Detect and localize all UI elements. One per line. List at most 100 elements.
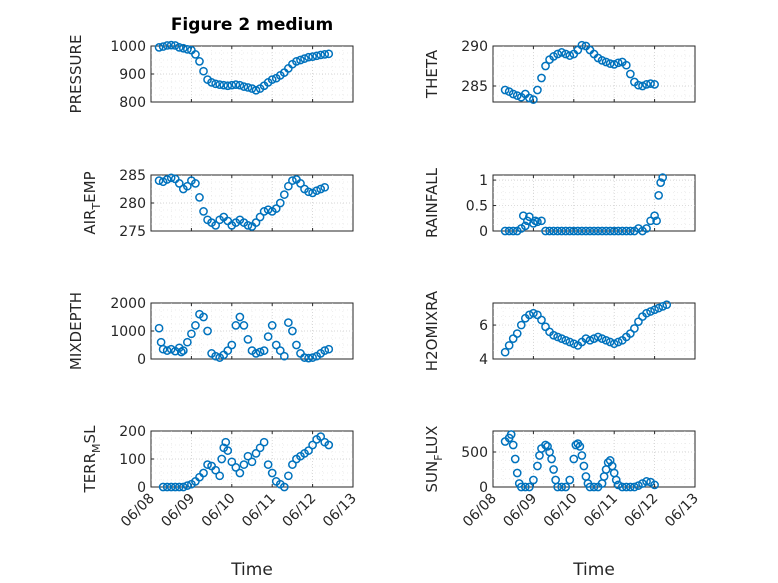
data-point: [308, 440, 317, 450]
data-point: [304, 353, 313, 363]
data-point: [611, 475, 621, 485]
data-point: [203, 326, 212, 336]
data-point: [605, 59, 615, 68]
y-tick-label: 1000: [110, 324, 146, 340]
data-point: [561, 335, 571, 345]
y-axis-label: RAINFALL: [423, 167, 441, 238]
data-point: [634, 80, 643, 90]
x-tick-label: 06/13: [662, 491, 702, 531]
data-point: [219, 80, 229, 90]
data-point: [267, 468, 277, 478]
data-point: [195, 193, 204, 202]
data-point: [533, 217, 542, 227]
data-point: [231, 321, 241, 330]
data-point: [279, 190, 289, 199]
data-point: [613, 226, 623, 236]
x-tick-label: 06/10: [199, 491, 239, 531]
data-point: [601, 57, 611, 67]
data-point: [654, 191, 663, 200]
data-point: [279, 482, 289, 492]
data-point: [605, 226, 615, 236]
data-point: [585, 335, 595, 345]
x-axis-label-left: Time: [230, 560, 273, 580]
data-point: [275, 346, 285, 355]
data-point: [601, 226, 611, 236]
data-point: [589, 226, 599, 236]
data-point: [500, 226, 510, 236]
data-point: [183, 45, 192, 54]
data-point: [211, 79, 220, 89]
data-point: [288, 176, 297, 185]
data-point: [191, 50, 200, 59]
data-point: [316, 50, 326, 60]
data-point: [577, 226, 587, 236]
data-point: [658, 173, 668, 182]
data-point: [549, 465, 558, 474]
data-point: [516, 320, 526, 330]
data-point: [605, 337, 615, 347]
data-point: [525, 482, 534, 492]
data-point: [199, 468, 208, 478]
data-point: [288, 326, 297, 336]
data-point: [158, 42, 168, 51]
y-tick-label: 275: [119, 224, 146, 240]
data-point: [217, 454, 227, 464]
data-point: [199, 66, 208, 76]
data-point: [178, 346, 188, 355]
data-point: [296, 179, 305, 188]
data-point: [581, 226, 591, 236]
data-point: [577, 40, 587, 50]
data-point: [638, 81, 647, 91]
data-point: [191, 179, 200, 188]
data-point: [183, 481, 192, 490]
data-point: [541, 440, 550, 450]
data-point: [243, 83, 253, 92]
data-point: [223, 346, 233, 355]
subplot-h2omixra: 4 6 H2OMIXRA: [423, 290, 696, 371]
data-point: [573, 226, 583, 236]
data-point: [215, 80, 225, 89]
data-point: [263, 332, 273, 341]
chart-title: Figure 2 medium: [171, 15, 333, 35]
data-point: [251, 349, 261, 358]
y-axis-label: SUNFLUX: [423, 426, 445, 493]
data-point: [304, 446, 313, 455]
data-point: [174, 179, 184, 188]
data-point: [227, 340, 237, 350]
data-point: [652, 216, 661, 226]
data-point: [239, 82, 249, 91]
x-tick-label: 06/11: [581, 491, 621, 531]
data-point: [533, 461, 542, 471]
data-point: [239, 460, 249, 469]
data-point: [565, 337, 575, 347]
data-point: [176, 347, 186, 357]
data-point: [187, 329, 196, 339]
data-point: [650, 211, 659, 221]
data-point: [263, 460, 273, 469]
data-point: [557, 226, 567, 236]
y-tick-label: 290: [461, 39, 488, 55]
data-point: [512, 329, 522, 338]
y-tick-label: 2000: [110, 296, 146, 312]
subplot-pressure: 800 900 1000 PRESSURE: [67, 35, 354, 113]
data-point: [609, 226, 619, 236]
data-point: [525, 93, 534, 103]
data-point: [308, 353, 317, 362]
y-tick-label: 1: [479, 173, 488, 189]
data-point: [324, 344, 334, 354]
data-point: [597, 226, 607, 236]
x-axis-label-right: Time: [572, 560, 615, 580]
data-point: [243, 451, 253, 461]
data-point: [271, 340, 281, 350]
subplot-rainfall: 0 0.5 1 RAINFALL: [423, 167, 696, 240]
data-point: [259, 207, 269, 216]
data-point: [284, 318, 293, 327]
data-point: [537, 216, 546, 226]
x-tick-label: 06/12: [622, 491, 662, 531]
data-point: [227, 80, 237, 90]
data-point: [279, 351, 289, 361]
data-point: [516, 482, 526, 492]
y-tick-label: 500: [461, 445, 488, 461]
data-point: [569, 226, 579, 236]
